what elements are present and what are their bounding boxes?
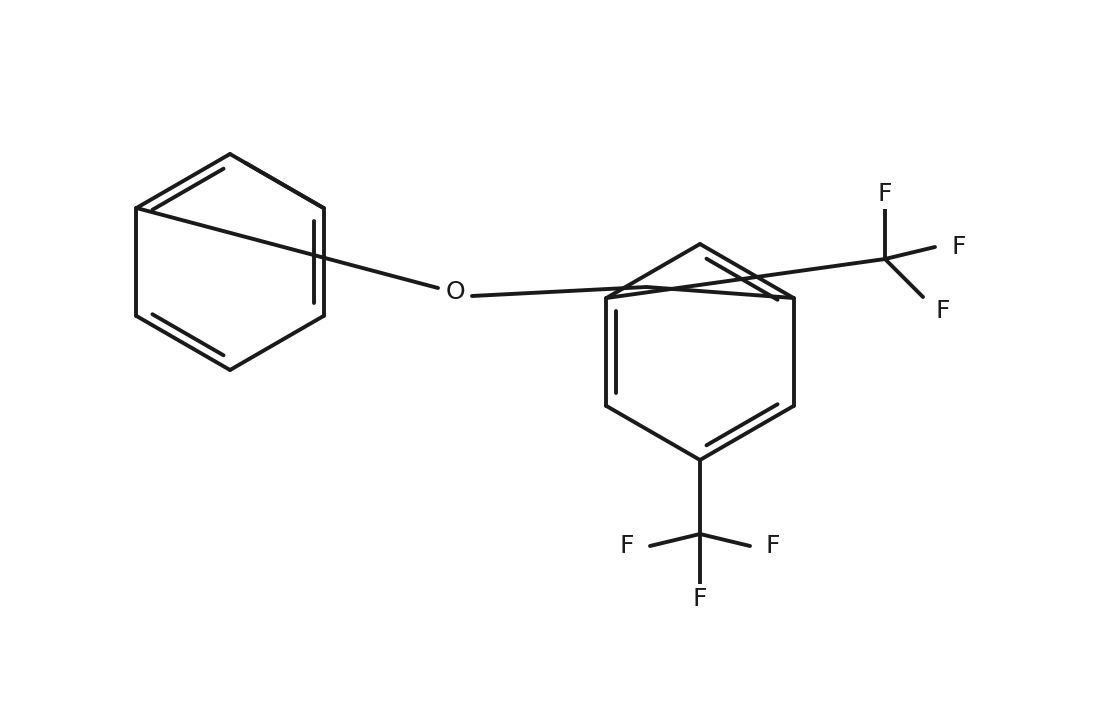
Text: F: F xyxy=(878,182,893,206)
Text: F: F xyxy=(951,235,965,259)
Text: F: F xyxy=(766,534,780,558)
Text: F: F xyxy=(692,587,707,611)
Text: F: F xyxy=(620,534,634,558)
Text: F: F xyxy=(935,299,949,323)
Text: O: O xyxy=(445,280,465,304)
